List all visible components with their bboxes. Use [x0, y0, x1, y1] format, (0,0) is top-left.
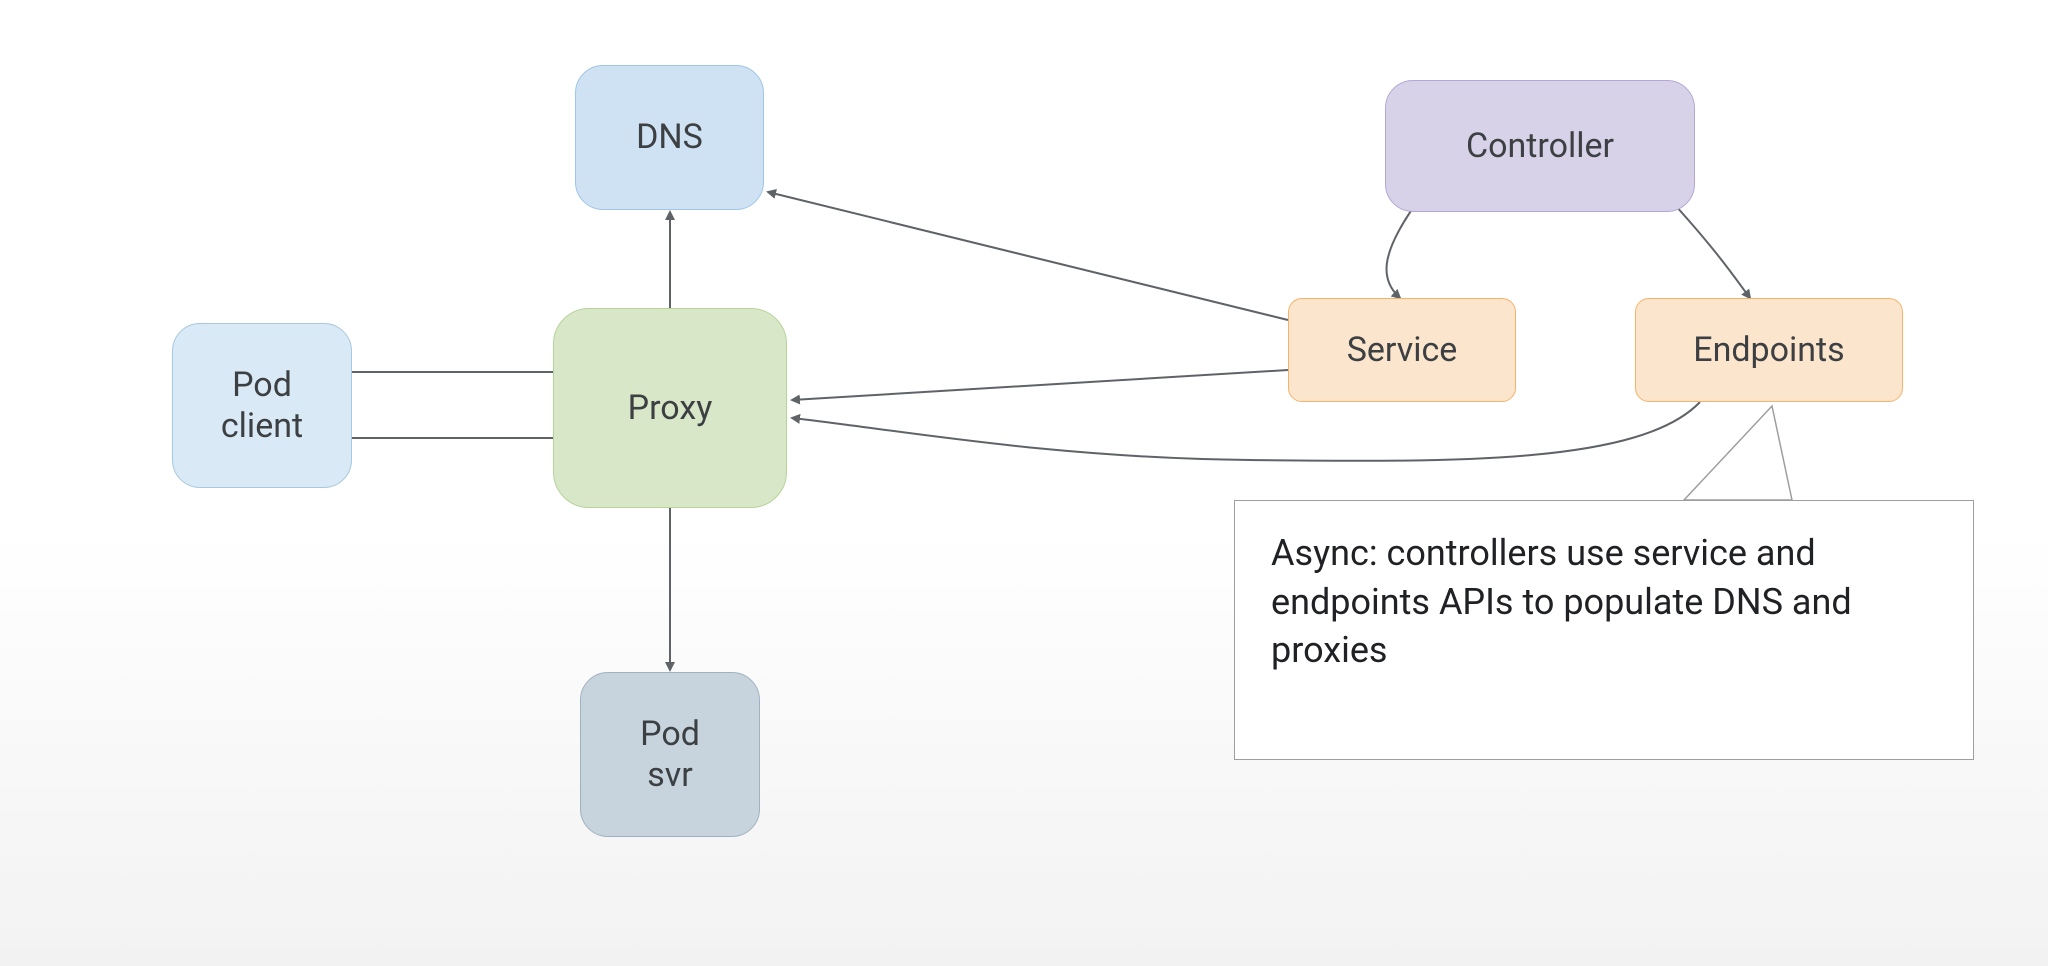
node-label: Controller	[1466, 126, 1614, 167]
edge-endpoints-to-proxy	[792, 402, 1700, 461]
node-label: Endpoints	[1693, 330, 1844, 371]
node-label: Pod client	[221, 365, 303, 447]
node-label: DNS	[636, 117, 703, 158]
node-endpoints: Endpoints	[1635, 298, 1903, 402]
diagram-canvas: DNS Pod client Proxy Pod svr Controller …	[0, 0, 2048, 966]
node-proxy: Proxy	[553, 308, 787, 508]
node-pod-svr: Pod svr	[580, 672, 760, 837]
node-label: Proxy	[628, 388, 713, 429]
node-service: Service	[1288, 298, 1516, 402]
callout-box: Async: controllers use service and endpo…	[1234, 500, 1974, 760]
node-pod-client: Pod client	[172, 323, 352, 488]
edge-service-to-proxy	[792, 370, 1288, 400]
edge-controller-to-service	[1386, 205, 1415, 298]
callout-text: Async: controllers use service and endpo…	[1271, 532, 1852, 671]
edge-service-to-dns	[768, 192, 1288, 320]
edge-controller-to-endpoints	[1675, 205, 1750, 298]
node-label: Pod svr	[640, 714, 700, 796]
callout-tail	[1684, 406, 1792, 500]
node-controller: Controller	[1385, 80, 1695, 212]
node-dns: DNS	[575, 65, 764, 210]
node-label: Service	[1347, 330, 1458, 371]
